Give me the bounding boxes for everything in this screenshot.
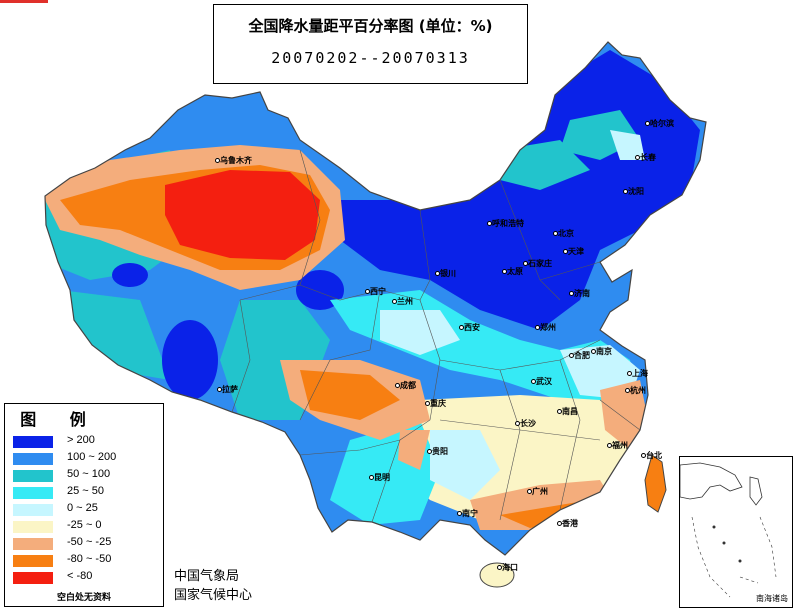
legend-item: -80 ~ -50 [13, 553, 161, 569]
title-box: 全国降水量距平百分率图 (单位：%) 20070202--20070313 [213, 4, 528, 84]
city-label-yinchuan: 银川 [435, 269, 456, 278]
city-label-beijing: 北京 [553, 229, 574, 238]
city-label-chengdu: 成都 [395, 381, 416, 390]
province-borders [231, 149, 641, 523]
legend-swatch [13, 436, 53, 448]
city-label-harbin: 哈尔滨 [645, 119, 674, 128]
inset-label: 南海诸岛 [756, 594, 788, 603]
legend-item: 0 ~ 25 [13, 502, 161, 518]
legend-item: -50 ~ -25 [13, 536, 161, 552]
legend: 图 例 > 200 100 ~ 200 50 ~ 100 25 ~ 50 0 ~… [4, 403, 164, 607]
legend-label: -80 ~ -50 [67, 553, 112, 565]
city-label-guiyang: 贵阳 [427, 447, 448, 456]
city-label-hefei: 合肥 [569, 351, 590, 360]
city-label-hangzhou: 杭州 [625, 386, 646, 395]
agency-center: 国家气候中心 [174, 588, 253, 603]
legend-label: 0 ~ 25 [67, 502, 98, 514]
legend-item: 50 ~ 100 [13, 468, 161, 484]
city-label-hohhot: 呼和浩特 [487, 219, 524, 228]
city-label-kunming: 昆明 [369, 473, 390, 482]
city-label-lanzhou: 兰州 [392, 297, 413, 306]
agency-name: 中国气象局 [174, 569, 240, 584]
legend-note: 空白处无资料 [56, 593, 111, 603]
taiwan-island [644, 454, 667, 513]
legend-item: > 200 [13, 434, 161, 450]
city-label-taiyuan: 太原 [502, 267, 523, 276]
legend-item: 100 ~ 200 [13, 451, 161, 467]
city-label-changchun: 长春 [635, 153, 656, 162]
legend-swatch [13, 487, 53, 499]
legend-label: < -80 [67, 570, 93, 582]
legend-label: -25 ~ 0 [67, 519, 102, 531]
country-border [44, 41, 707, 556]
city-label-wuhan: 武汉 [531, 377, 552, 386]
inset-map [680, 462, 777, 598]
city-label-nanning: 南宁 [457, 509, 478, 518]
legend-item: -25 ~ 0 [13, 519, 161, 535]
city-label-guangzhou: 广州 [527, 487, 548, 496]
city-label-shanghai: 上海 [627, 369, 648, 378]
city-label-zhengzhou: 郑州 [535, 323, 556, 332]
legend-item: 25 ~ 50 [13, 485, 161, 501]
city-label-xining: 西宁 [365, 287, 386, 296]
legend-title: 图 例 [20, 410, 100, 429]
top-left-mark [0, 0, 48, 3]
legend-item: < -80 [13, 570, 161, 586]
legend-label: -50 ~ -25 [67, 536, 112, 548]
city-label-tianjin: 天津 [563, 247, 584, 256]
city-label-chongqing: 重庆 [425, 399, 446, 408]
hainan-island [479, 562, 515, 588]
city-label-urumqi: 乌鲁木齐 [215, 156, 252, 165]
legend-label: 50 ~ 100 [67, 468, 111, 480]
city-label-haikou: 海口 [497, 563, 518, 572]
legend-swatch [13, 504, 53, 516]
city-label-lhasa: 拉萨 [217, 385, 238, 394]
city-label-nanjing: 南京 [591, 347, 612, 356]
city-label-jinan: 济南 [569, 289, 590, 298]
city-label-xian: 西安 [459, 323, 480, 332]
legend-label: > 200 [67, 434, 95, 446]
city-label-changsha: 长沙 [515, 419, 536, 428]
legend-swatch [13, 453, 53, 465]
legend-label: 25 ~ 50 [67, 485, 105, 497]
city-label-taipei: 台北 [641, 451, 662, 460]
legend-swatch [13, 521, 53, 533]
city-label-nanchang: 南昌 [557, 407, 578, 416]
city-label-shijiazhuang: 石家庄 [523, 259, 552, 268]
city-label-fuzhou: 福州 [607, 441, 628, 450]
date-range: 20070202--20070313 [271, 49, 470, 67]
city-label-hongkong: 香港 [557, 519, 578, 528]
legend-swatch [13, 538, 53, 550]
legend-swatch [13, 572, 53, 584]
legend-label: 100 ~ 200 [67, 451, 117, 463]
legend-swatch [13, 470, 53, 482]
map-title: 全国降水量距平百分率图 (单位：%) [248, 17, 493, 35]
legend-swatch [13, 555, 53, 567]
south-china-sea-inset: 南海诸岛 [679, 456, 793, 608]
city-label-shenyang: 沈阳 [623, 187, 644, 196]
